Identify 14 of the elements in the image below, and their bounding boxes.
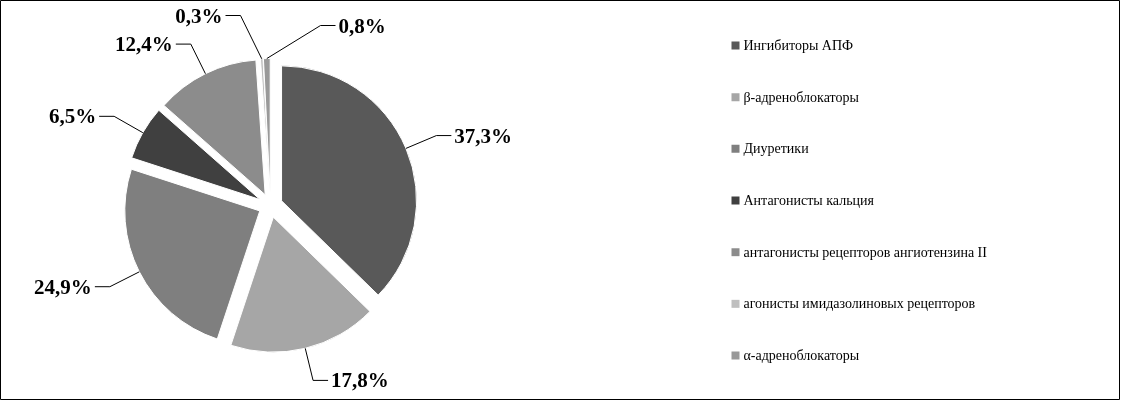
data-label: 37,3% [454, 123, 513, 148]
legend-label: агонисты имидазолиновых рецепторов [743, 296, 976, 312]
data-label: 17,8% [331, 368, 389, 393]
data-label: 6,5% [48, 104, 97, 129]
legend-label: β-адреноблокаторы [743, 89, 860, 105]
legend-label: Антагонисты кальция [743, 193, 875, 208]
legend-label: α-адреноблокаторы [743, 348, 860, 363]
data-label: 24,9% [34, 274, 92, 299]
data-label: 0,8% [338, 13, 386, 38]
data-label: 12,4% [115, 32, 173, 57]
legend-label: антагонисты рецепторов ангиотензина II [743, 244, 988, 260]
data-label: 0,3% [175, 3, 223, 28]
legend-label: Диуретики [743, 141, 810, 157]
legend-label: Ингибиторы АПФ [743, 38, 854, 53]
